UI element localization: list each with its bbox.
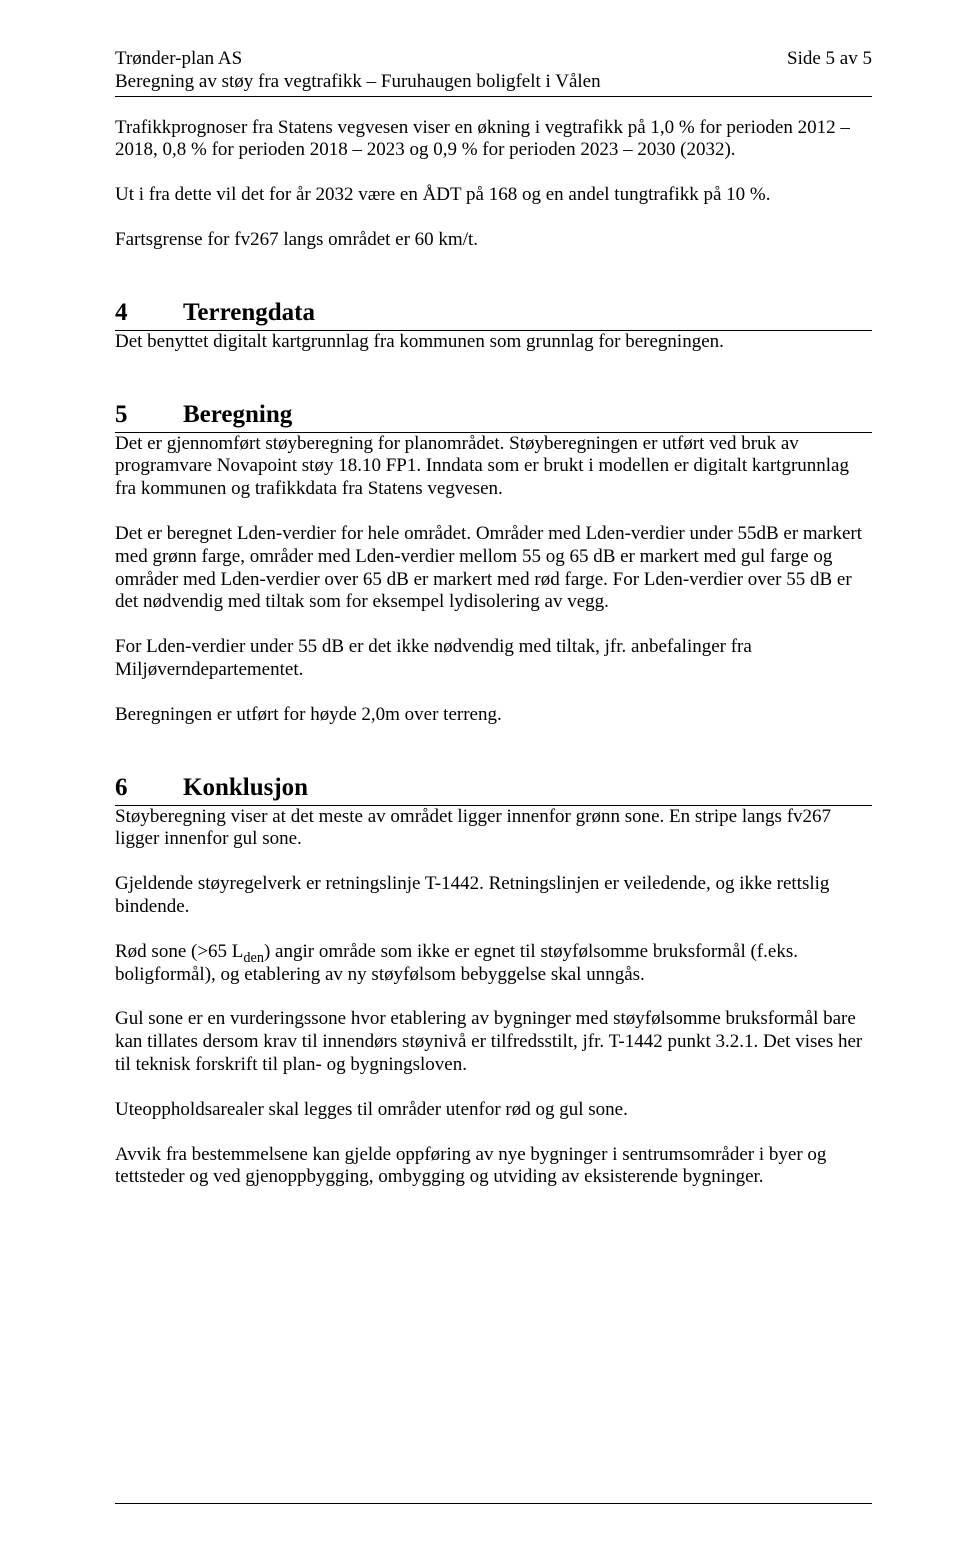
header-divider xyxy=(115,96,872,97)
section-6-paragraph-4: Gul sone er en vurderingssone hvor etabl… xyxy=(115,1008,872,1076)
document-subtitle: Beregning av støy fra vegtrafikk – Furuh… xyxy=(115,71,601,94)
section-6-number: 6 xyxy=(115,773,183,803)
section-6-paragraph-1: Støyberegning viser at det meste av områ… xyxy=(115,806,872,852)
section-4-heading: 4 Terrengdata xyxy=(115,298,872,331)
intro-paragraph-2: Ut i fra dette vil det for år 2032 være … xyxy=(115,184,872,207)
header-right: Side 5 av 5 xyxy=(787,48,872,71)
section-5-paragraph-4: Beregningen er utført for høyde 2,0m ove… xyxy=(115,704,872,727)
section-4-title: Terrengdata xyxy=(183,298,315,328)
section-5-paragraph-3: For Lden-verdier under 55 dB er det ikke… xyxy=(115,636,872,682)
body-content: Trafikkprognoser fra Statens vegvesen vi… xyxy=(115,117,872,1190)
company-name: Trønder-plan AS xyxy=(115,48,601,71)
section-5-paragraph-1: Det er gjennomført støyberegning for pla… xyxy=(115,433,872,501)
footer-divider xyxy=(115,1503,872,1504)
section-4-number: 4 xyxy=(115,298,183,328)
page-header: Trønder-plan AS Beregning av støy fra ve… xyxy=(115,48,872,94)
section-5-number: 5 xyxy=(115,400,183,430)
section-6-paragraph-6: Avvik fra bestemmelsene kan gjelde oppfø… xyxy=(115,1144,872,1190)
document-page: Trønder-plan AS Beregning av støy fra ve… xyxy=(0,0,960,1568)
section-5-heading: 5 Beregning xyxy=(115,400,872,433)
p3-pre: Rød sone (>65 L xyxy=(115,941,243,962)
section-4-paragraph-1: Det benyttet digitalt kartgrunnlag fra k… xyxy=(115,331,872,354)
page-number: Side 5 av 5 xyxy=(787,48,872,71)
section-5-title: Beregning xyxy=(183,400,292,430)
section-6-heading: 6 Konklusjon xyxy=(115,773,872,806)
intro-paragraph-3: Fartsgrense for fv267 langs området er 6… xyxy=(115,229,872,252)
section-6-title: Konklusjon xyxy=(183,773,308,803)
section-6-paragraph-5: Uteoppholdsarealer skal legges til områd… xyxy=(115,1099,872,1122)
section-5-paragraph-2: Det er beregnet Lden-verdier for hele om… xyxy=(115,523,872,614)
header-left: Trønder-plan AS Beregning av støy fra ve… xyxy=(115,48,601,94)
intro-paragraph-1: Trafikkprognoser fra Statens vegvesen vi… xyxy=(115,117,872,163)
section-6-paragraph-3: Rød sone (>65 Lden) angir område som ikk… xyxy=(115,941,872,987)
section-6-paragraph-2: Gjeldende støyregelverk er retningslinje… xyxy=(115,873,872,919)
